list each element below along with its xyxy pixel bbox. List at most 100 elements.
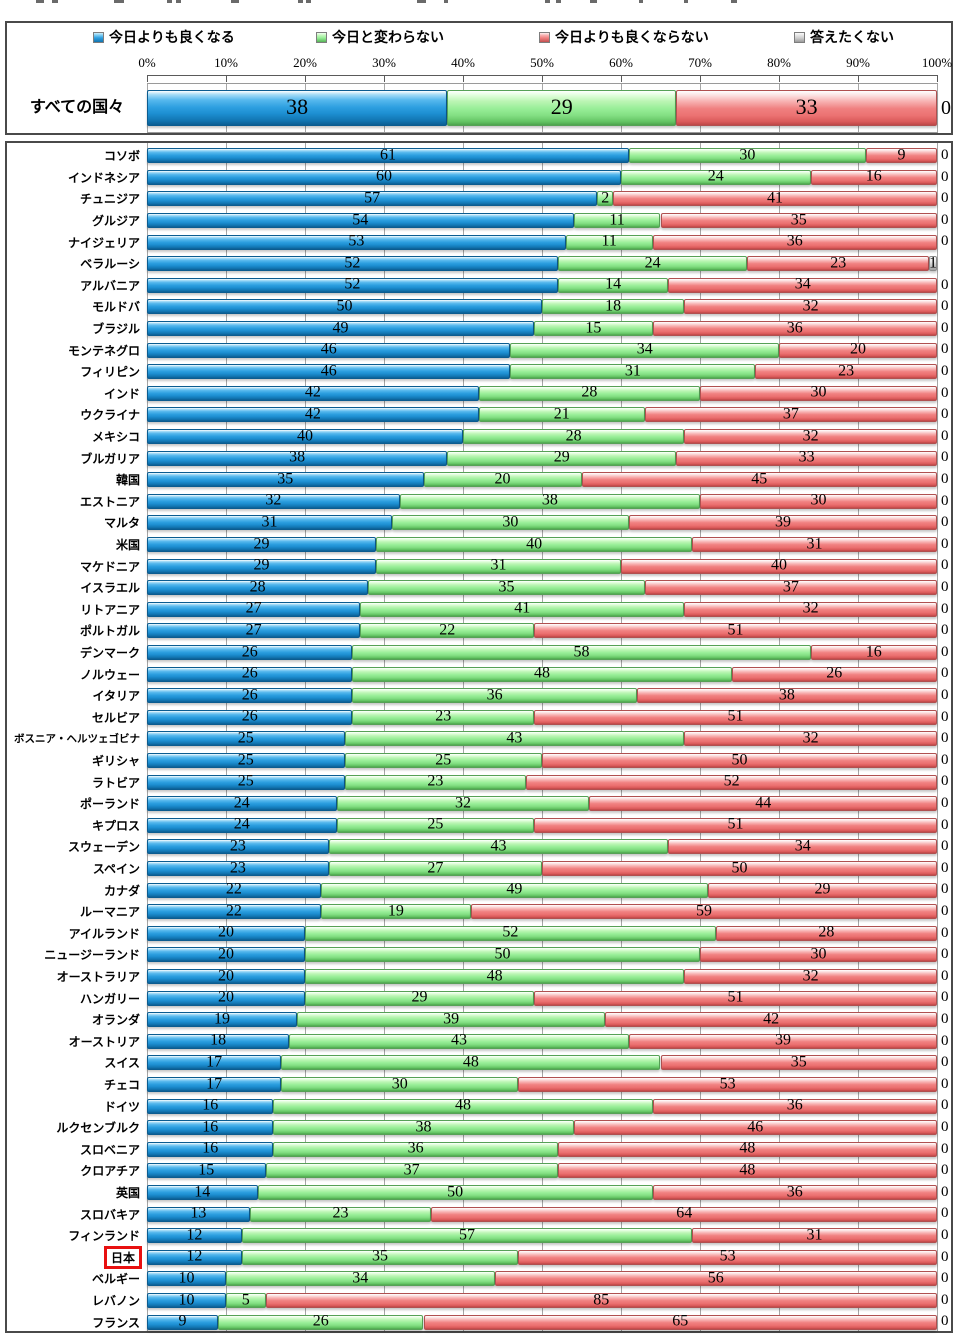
segment-value-label: 52 (344, 254, 361, 272)
na-zero-value: 0 (941, 1270, 949, 1287)
na-zero-value: 0 (941, 406, 949, 423)
axis-tick-mark (305, 75, 306, 82)
stacked-bar: 60 24 16 (147, 168, 937, 185)
segment-value-label: 26 (826, 664, 843, 682)
bar-segment-better (147, 1098, 274, 1114)
bar-segment-better (147, 969, 305, 985)
bar-segment-same (360, 601, 685, 617)
stacked-bar: 17 48 35 (147, 1053, 937, 1071)
stacked-bar: 26 36 38 (147, 686, 937, 704)
segment-value-label: 28 (249, 578, 266, 596)
bar-segment-better (147, 1077, 282, 1093)
bar-segment-better (147, 450, 448, 466)
country-row: フィンランド 12 57 31 0 (7, 1225, 951, 1247)
country-label-cell: エストニア (7, 491, 143, 513)
segment-value-label: 59 (695, 902, 712, 920)
bar-segment-better (147, 601, 361, 617)
stacked-bar: 31 30 39 (147, 513, 937, 531)
country-row: オランダ 19 39 42 0 (7, 1009, 951, 1031)
axis-tick-label: 100% (921, 55, 953, 70)
segment-value-label: 22 (225, 880, 242, 898)
bar-segment-same (352, 645, 811, 661)
segment-value-label: 36 (786, 1182, 803, 1200)
segment-value-label: 16 (202, 1139, 219, 1157)
country-label: カナダ (103, 883, 140, 898)
country-row: ギリシャ 25 25 50 0 (7, 750, 951, 772)
segment-value-label: 12 (186, 1226, 203, 1244)
stacked-bar: 12 35 53 (147, 1247, 937, 1265)
segment-value-label: 51 (727, 815, 744, 833)
segment-value-label: 26 (241, 686, 258, 704)
country-label-cell: ナイジェリア (7, 231, 143, 253)
bar-segment-same (249, 1206, 432, 1222)
bar-segment-same (621, 169, 811, 185)
country-label-cell: ルクセンブルク (7, 1117, 143, 1139)
cropped-text-fragment (545, 0, 550, 3)
na-zero-value: 0 (941, 924, 949, 941)
segment-value-label: 52 (344, 275, 361, 293)
segment-value-label: 31 (806, 534, 823, 552)
country-label: レバノン (91, 1294, 140, 1309)
bar-segment-better (147, 774, 345, 790)
na-zero-value: 0 (941, 168, 949, 185)
stacked-bar: 12 57 31 (147, 1226, 937, 1244)
bar-segment-same (218, 1314, 424, 1330)
stacked-bar: 23 43 34 (147, 837, 937, 855)
segment-value-label: 50 (731, 858, 748, 876)
segment-value-label: 25 (435, 750, 452, 768)
legend-item-na: 答えたくない (794, 29, 894, 45)
country-row: レバノン 10 5 85 0 (7, 1290, 951, 1312)
segment-value-label: 30 (391, 1074, 408, 1092)
bar-segment-better (147, 1185, 258, 1201)
segment-value-label: 33 (798, 448, 815, 466)
country-label-highlighted: 日本 (103, 1245, 142, 1269)
bar-segment-worse (676, 90, 937, 126)
legend-label: 今日よりも良くなる (109, 29, 235, 45)
stacked-bar: 19 39 42 (147, 1010, 937, 1028)
country-row: ルーマニア 22 19 59 0 (7, 901, 951, 923)
bar-segment-better (147, 796, 337, 812)
stacked-bar: 23 27 50 (147, 858, 937, 877)
country-label-cell: コソボ (7, 145, 143, 167)
bar-segment-better (147, 688, 353, 704)
country-label-cell: スロバキア (7, 1203, 143, 1225)
bar-segment-same (628, 148, 866, 164)
country-label-cell: モルドバ (7, 296, 143, 318)
bar-segment-better (147, 817, 337, 833)
country-row: デンマーク 26 58 16 0 (7, 642, 951, 664)
country-label: ベルギー (91, 1272, 140, 1287)
segment-value-label: 23 (427, 772, 444, 790)
bar-segment-same (305, 947, 700, 963)
segment-value-label: 22 (225, 902, 242, 920)
legend-label: 今日よりも良くならない (555, 29, 709, 45)
stacked-bar: 20 48 32 (147, 967, 937, 985)
legend-label: 答えたくない (810, 29, 894, 45)
na-zero-value: 0 (941, 427, 949, 444)
country-row: モルドバ 50 18 32 0 (7, 296, 951, 318)
stacked-bar: 17 30 53 (147, 1074, 937, 1093)
bar-segment-worse (534, 817, 937, 833)
country-label: オランダ (91, 1013, 140, 1028)
segment-value-label: 48 (534, 664, 550, 682)
segment-value-label: 35 (372, 1247, 389, 1265)
country-label: セルビア (91, 710, 140, 725)
bar-segment-same (391, 515, 629, 531)
bar-segment-better (147, 1293, 226, 1309)
bar-segment-worse (684, 969, 937, 985)
segment-value-label: 10 (178, 1269, 195, 1287)
na-zero-value: 0 (941, 903, 949, 919)
country-row: マルタ 31 30 39 0 (7, 512, 951, 534)
bar-segment-better (147, 321, 535, 337)
axis-tick-mark (937, 75, 938, 82)
country-label-cell: ベルギー (7, 1268, 143, 1290)
na-zero-value: 0 (941, 881, 949, 898)
country-label: ニュージーランド (44, 948, 140, 963)
bar-segment-better (147, 558, 377, 574)
stacked-bar: 26 23 51 (147, 708, 937, 725)
bar-segment-same (542, 299, 685, 315)
segment-value-label: 50 (731, 750, 748, 768)
bar-segment-better (147, 1120, 274, 1136)
segment-value-label: 15 (198, 1161, 215, 1179)
segment-value-label: 16 (202, 1118, 219, 1136)
segment-value-label: 35 (790, 1053, 807, 1071)
